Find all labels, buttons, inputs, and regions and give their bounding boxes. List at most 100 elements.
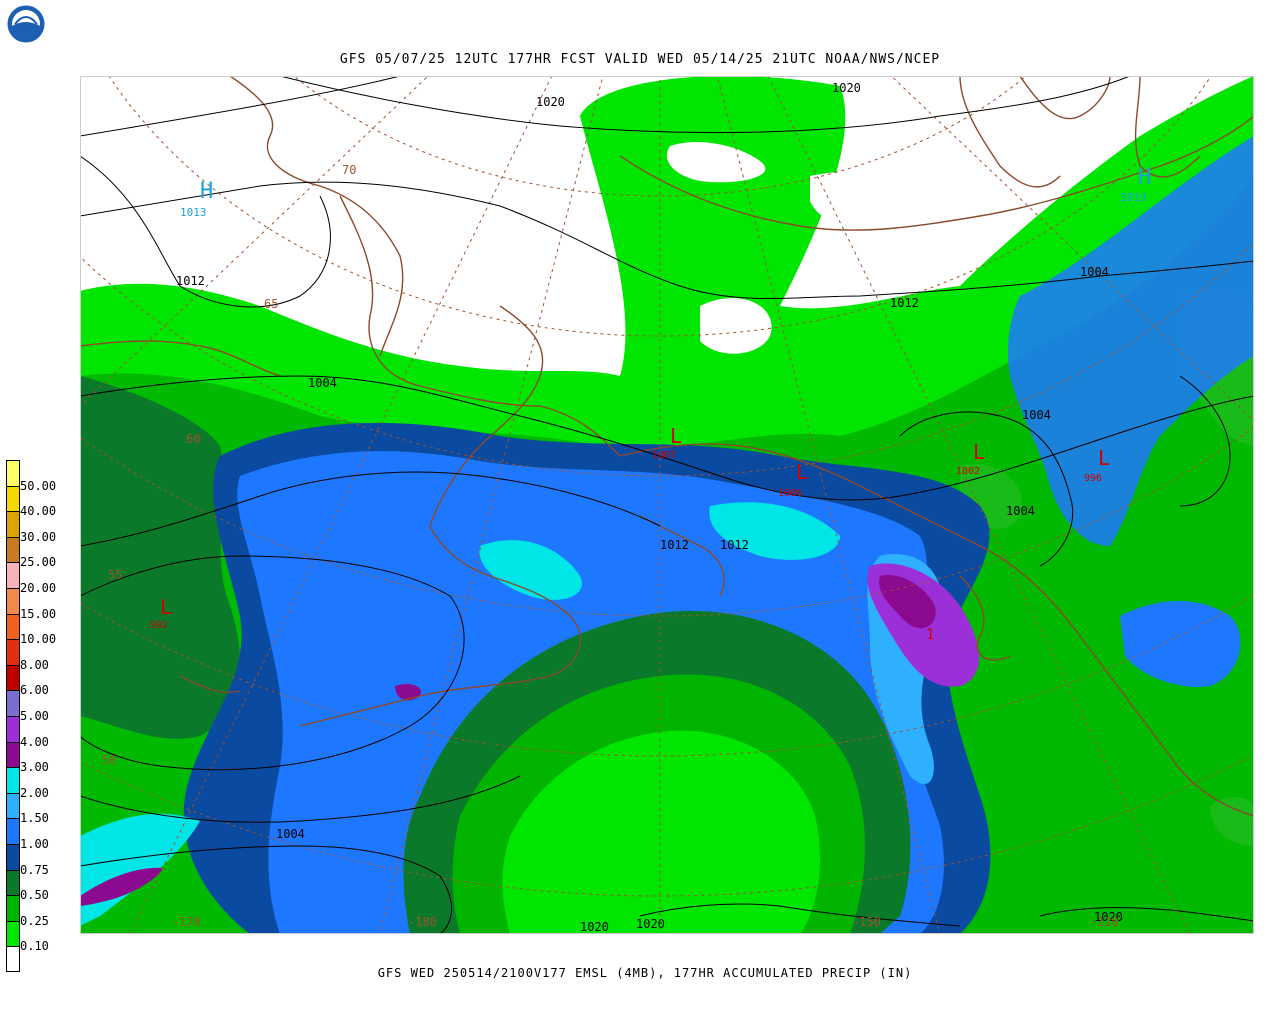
isobar-label: 1012 [890, 296, 919, 310]
grid-label: 50 [102, 753, 116, 767]
low-value: 996 [1084, 473, 1102, 484]
low-value: 1007 [652, 450, 676, 461]
isobar-label: 1004 [1080, 265, 1109, 279]
noaa-logo [6, 4, 46, 44]
legend-label: 6.00 [20, 683, 49, 698]
legend-entry: 0.25 [6, 895, 70, 928]
low-symbol: L [1098, 446, 1110, 470]
low-symbol: L [796, 460, 808, 484]
legend-entry: 10.00 [6, 613, 70, 646]
low-symbol: 1 [926, 627, 934, 643]
grid-label: -170 [172, 915, 201, 929]
legend-entry: 0.50 [6, 869, 70, 902]
legend-entry: 0.10 [6, 920, 70, 953]
legend-entry [6, 946, 70, 972]
isobar-label: 1004 [1006, 504, 1035, 518]
legend-entry: 20.00 [6, 562, 70, 595]
isobar-label: 1020 [1094, 910, 1123, 924]
grid-label: 70 [342, 163, 356, 177]
legend-label: 15.00 [20, 606, 57, 621]
legend-label: 8.00 [20, 657, 49, 672]
isobar-label: 1020 [536, 95, 565, 109]
grid-label: 55 [108, 568, 122, 582]
grid-label: -120 [1090, 915, 1119, 929]
low-value: 1002 [956, 466, 980, 477]
legend-label: 20.00 [20, 580, 57, 595]
legend-label: 0.10 [20, 939, 49, 954]
legend-entry: 25.00 [6, 536, 70, 569]
legend-frame [6, 460, 20, 972]
isobar-label: 1020 [580, 920, 609, 934]
legend-swatch [6, 792, 20, 819]
legend-entry: 15.00 [6, 588, 70, 621]
legend-entry: 5.00 [6, 690, 70, 723]
legend-label: 10.00 [20, 632, 57, 647]
legend-label: 30.00 [20, 529, 57, 544]
low-value: 992 [150, 620, 168, 631]
chart-title: GFS 05/07/25 12UTC 177HR FCST VALID WED … [339, 52, 941, 67]
high-value: 1019 [1120, 191, 1147, 204]
legend-entry: 4.00 [6, 716, 70, 749]
legend-swatch [6, 690, 20, 716]
isobar-label: 1020 [636, 917, 665, 931]
grid-label: -180 [408, 915, 437, 929]
legend-swatch [6, 767, 20, 793]
legend-swatch [6, 818, 20, 844]
legend-label: 25.00 [20, 555, 57, 570]
legend-swatch [6, 664, 20, 691]
precip-300 [80, 867, 164, 906]
legend-swatch [6, 920, 20, 947]
legend-swatch [6, 946, 20, 972]
legend-swatch [6, 536, 20, 563]
legend-entry: 1.00 [6, 818, 70, 851]
legend-entry: 30.00 [6, 511, 70, 544]
high-symbol: H [1138, 165, 1151, 190]
legend-swatch [6, 613, 20, 640]
low-symbol: L [670, 424, 682, 448]
legend-label: 0.25 [20, 913, 49, 928]
legend-entry: 0.75 [6, 844, 70, 877]
legend-label: 5.00 [20, 708, 49, 723]
high-symbol: H [200, 179, 213, 204]
legend-label: 50.00 [20, 478, 57, 493]
legend-label: 3.00 [20, 760, 49, 775]
legend-entry: 6.00 [6, 664, 70, 697]
legend-entry: 1.50 [6, 792, 70, 825]
legend-label: 40.00 [20, 504, 57, 519]
legend-label: 1.50 [20, 811, 49, 826]
isobar-label: 1012 [660, 538, 689, 552]
legend-label: 0.75 [20, 862, 49, 877]
legend-entry: 3.00 [6, 741, 70, 774]
legend-entry: 40.00 [6, 485, 70, 518]
legend-entry: 8.00 [6, 639, 70, 672]
legend-label: 2.00 [20, 785, 49, 800]
low-value: 1006 [778, 488, 802, 499]
isobar-label: 1012 [176, 274, 205, 288]
legend-swatch [6, 844, 20, 870]
precip-map: 1020 1020 1012 1012 1004 1004 1004 1004 … [80, 76, 1254, 934]
low-symbol: L [973, 440, 985, 464]
isobar-label: 1012 [720, 538, 749, 552]
legend-swatch [6, 895, 20, 921]
legend-swatch [6, 716, 20, 742]
isobar-label: 1004 [308, 376, 337, 390]
legend-label: 4.00 [20, 734, 49, 749]
grid-label: 60 [186, 432, 200, 446]
chart-caption: GFS WED 250514/2100V177 EMSL (4MB), 177H… [377, 966, 913, 980]
legend-swatch [6, 588, 20, 614]
legend-swatch [6, 562, 20, 588]
legend-swatch [6, 639, 20, 665]
isobar-label: 1004 [1022, 408, 1051, 422]
isobar-label: 1004 [276, 827, 305, 841]
grid-label: 65 [264, 297, 278, 311]
legend-label: 0.50 [20, 888, 49, 903]
grid-label: -150 [852, 915, 881, 929]
legend-swatch [6, 869, 20, 896]
legend-swatch [6, 741, 20, 768]
legend-swatch [6, 485, 20, 512]
isobar-label: 1020 [832, 81, 861, 95]
legend-entry: 2.00 [6, 767, 70, 800]
low-symbol: L [160, 595, 172, 619]
legend-swatch [6, 511, 20, 537]
high-value: 1013 [180, 206, 207, 219]
